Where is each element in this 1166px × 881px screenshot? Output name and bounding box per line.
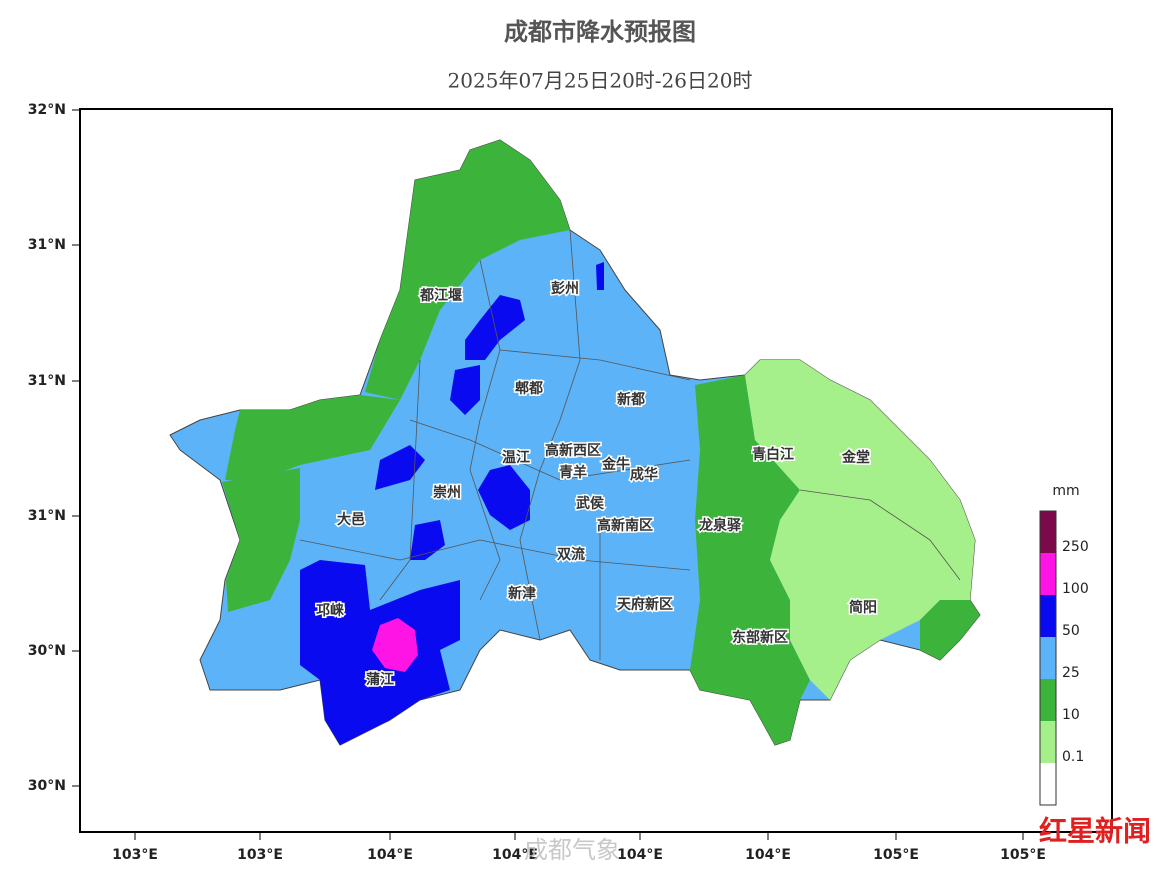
region-50mm <box>450 365 480 415</box>
watermark: 成都气象 <box>524 836 620 864</box>
district-label: 龙泉驿 <box>698 517 742 534</box>
district-label: 天府新区 <box>617 596 673 613</box>
legend-label: 250 <box>1062 539 1089 555</box>
x-tick-label: 104°E <box>367 847 413 863</box>
district-label: 都江堰 <box>419 287 462 304</box>
region-50mm <box>478 465 530 530</box>
region-10mm <box>365 140 570 400</box>
district-label: 大邑 <box>337 511 365 528</box>
x-tick-label: 104°E <box>617 847 663 863</box>
district-label: 彭州 <box>551 280 579 297</box>
district-label: 武侯 <box>576 495 605 512</box>
region-100mm <box>372 618 418 672</box>
legend-label: 10 <box>1062 707 1080 723</box>
district-label: 崇州 <box>433 484 461 501</box>
legend-unit: mm <box>1052 483 1079 499</box>
legend-label: 25 <box>1062 665 1080 681</box>
legend: mm <box>1039 483 1080 806</box>
legend-swatch <box>1040 679 1056 721</box>
legend-swatch <box>1040 721 1056 763</box>
legend-label: 100 <box>1062 581 1089 597</box>
district-label: 新津 <box>508 585 536 602</box>
y-tick-label: 31°N <box>28 237 66 253</box>
district-label: 青羊 <box>559 464 587 481</box>
x-tick-label: 104°E <box>492 847 538 863</box>
subtitle: 2025年07月25日20时-26日20时 <box>448 69 753 93</box>
district-label: 高新南区 <box>597 517 653 534</box>
watermark-logo: 红星新闻 <box>1039 815 1151 848</box>
district-borders <box>299 229 961 660</box>
district-label: 金堂 <box>841 449 870 466</box>
map-regions <box>169 139 981 746</box>
district-label: 简阳 <box>849 599 877 616</box>
y-tick-label: 31°N <box>28 373 66 389</box>
district-label: 高新西区 <box>545 442 601 459</box>
district-label: 邛崃 <box>316 603 344 619</box>
legend-swatch <box>1040 595 1056 637</box>
region-50mm <box>375 445 425 490</box>
x-tick-label: 105°E <box>1000 847 1046 863</box>
district-label: 新都 <box>617 391 645 408</box>
district-label: 东部新区 <box>732 629 788 646</box>
district-label: 双流 <box>557 546 585 563</box>
region-50mm <box>596 262 604 290</box>
district-label: 成华 <box>630 466 658 483</box>
district-label: 青白江 <box>752 446 794 463</box>
y-tick-label: 30°N <box>28 643 66 659</box>
x-tick-label: 103°E <box>237 847 283 863</box>
region-10mm <box>690 375 810 745</box>
x-tick-label: 105°E <box>873 847 919 863</box>
district-label: 蒲江 <box>366 671 394 688</box>
legend-swatch <box>1040 637 1056 679</box>
district-label: 金牛 <box>601 456 630 473</box>
district-label: 温江 <box>502 449 530 466</box>
region-0-1mm <box>745 360 975 700</box>
region-10mm <box>222 468 300 612</box>
legend-swatch <box>1040 553 1056 595</box>
region-50mm <box>410 520 445 560</box>
district-label: 郫都 <box>515 380 543 397</box>
legend-label: 0.1 <box>1062 749 1084 765</box>
region-10mm <box>225 395 400 480</box>
x-tick-label: 104°E <box>745 847 791 863</box>
legend-label: 50 <box>1062 623 1080 639</box>
legend-swatch <box>1040 511 1056 553</box>
y-tick-label: 32°N <box>28 102 66 118</box>
y-tick-label: 31°N <box>28 508 66 524</box>
title: 成都市降水预报图 <box>504 18 696 46</box>
y-tick-label: 30°N <box>28 778 66 794</box>
legend-border <box>1039 510 1057 806</box>
x-tick-label: 103°E <box>112 847 158 863</box>
region-10mm <box>920 600 980 660</box>
legend-swatch <box>1040 763 1056 805</box>
